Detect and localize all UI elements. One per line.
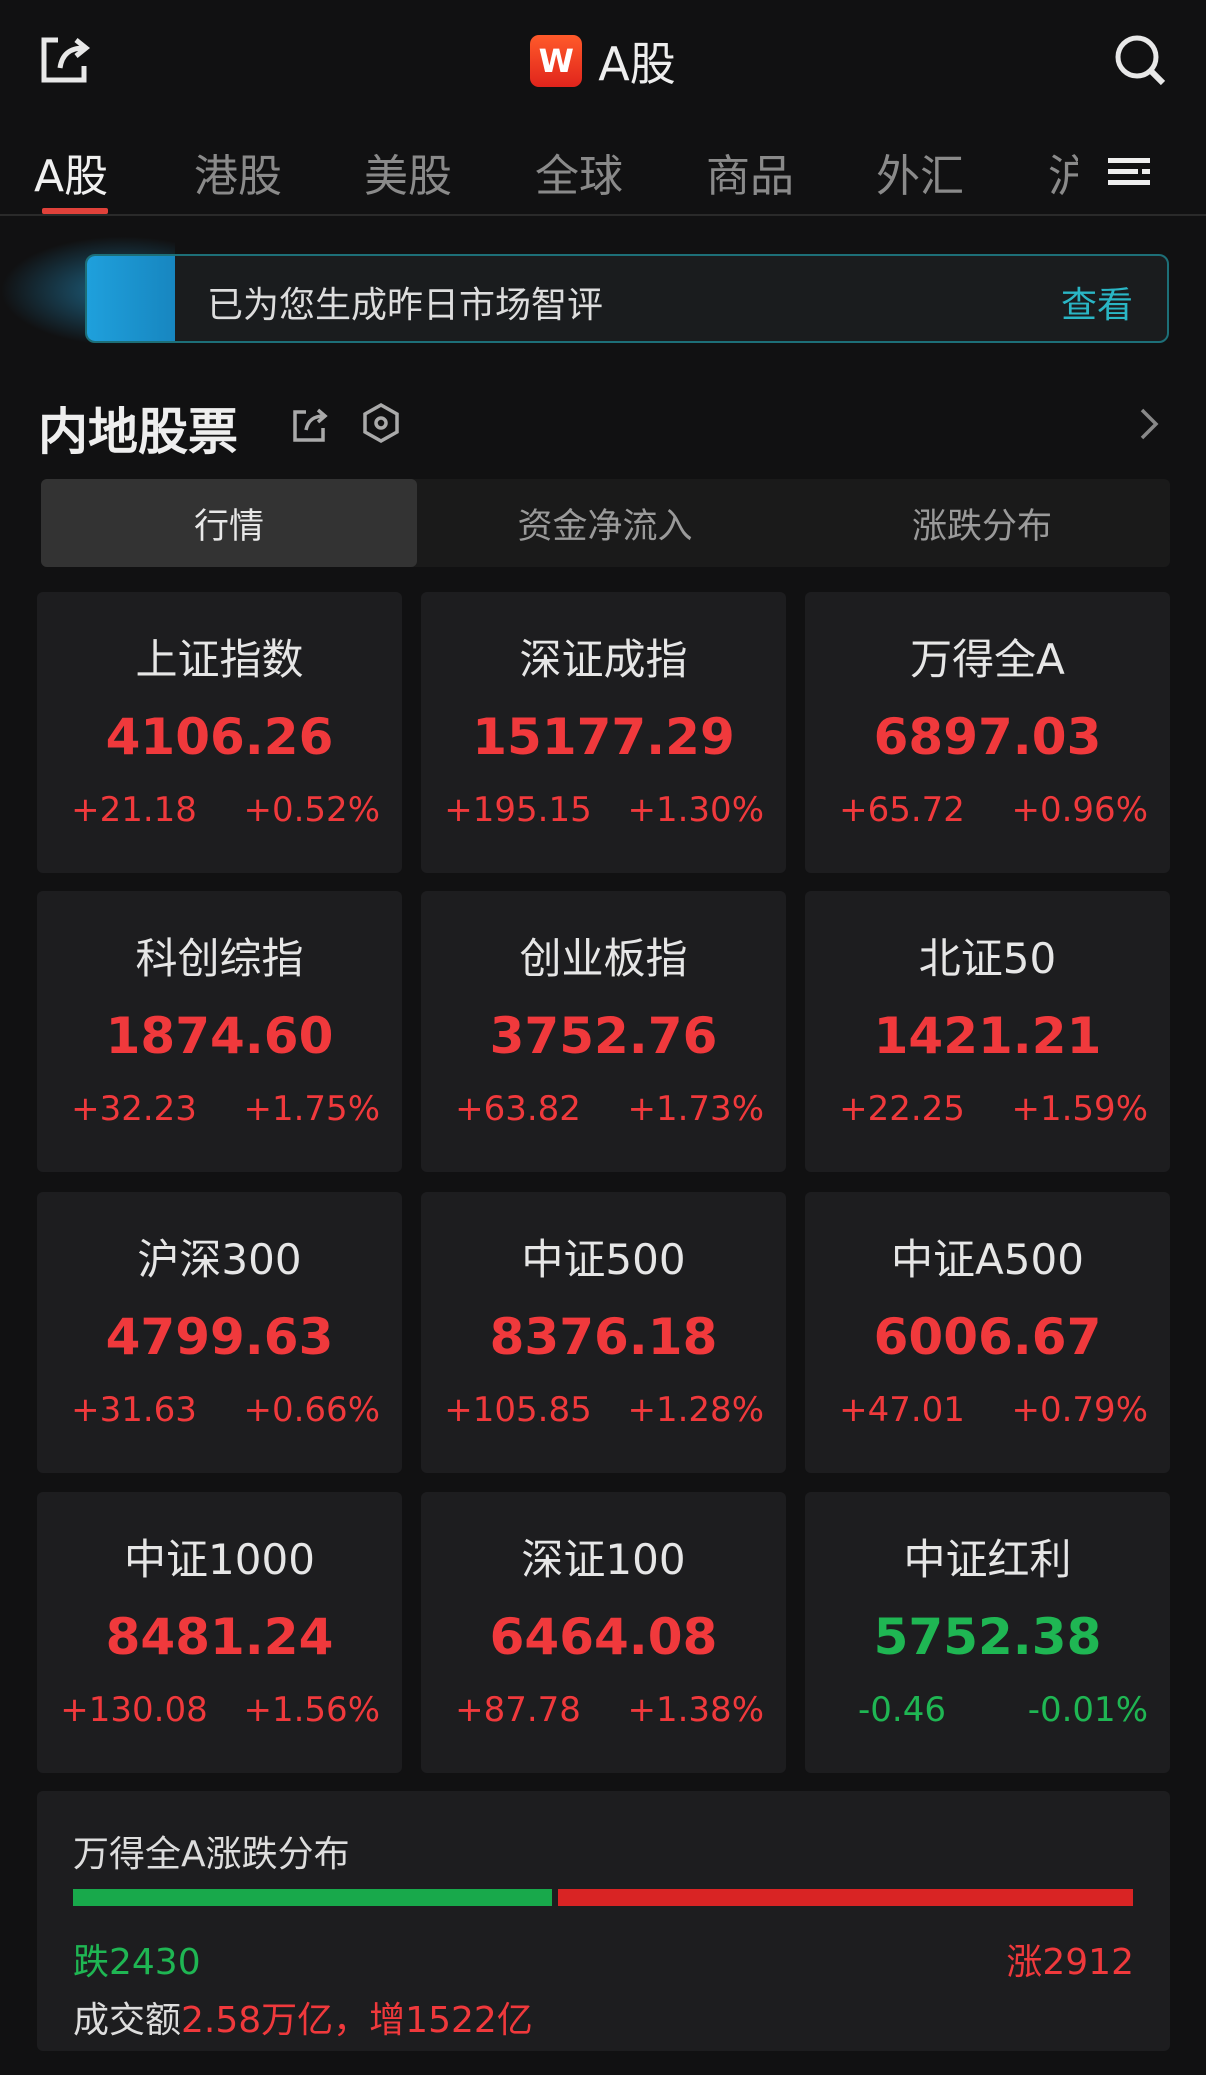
index-change: +65.72 — [839, 790, 965, 830]
view-button[interactable]: 查看 — [1060, 285, 1133, 326]
index-value: 8376.18 — [489, 1308, 718, 1366]
segmented-control: 行情 资金净流入 涨跌分布 — [41, 479, 1170, 567]
chevron-right-icon[interactable] — [1134, 404, 1164, 444]
index-change: +22.25 — [839, 1089, 965, 1129]
segment-quotes[interactable]: 行情 — [41, 479, 417, 567]
index-name: 科创综指 — [135, 934, 304, 983]
index-change-pct: +1.73% — [627, 1089, 765, 1129]
turnover: 成交额2.58万亿，增1522亿 — [73, 1991, 533, 2043]
index-change-pct: +1.28% — [627, 1390, 765, 1430]
tab-us[interactable]: 美股 — [364, 151, 452, 202]
index-name: 创业板指 — [519, 934, 688, 983]
index-value: 6464.08 — [489, 1608, 718, 1666]
index-change-pct: +1.38% — [627, 1690, 765, 1730]
segment-net-inflow[interactable]: 资金净流入 — [517, 506, 693, 547]
tab-a-shares[interactable]: A股 — [34, 151, 109, 202]
index-name: 中证A500 — [891, 1235, 1084, 1284]
share-icon[interactable] — [38, 32, 92, 86]
decline-bar — [73, 1889, 552, 1906]
index-change: +32.23 — [71, 1089, 197, 1129]
active-tab-indicator — [42, 208, 108, 214]
tab-forex[interactable]: 外汇 — [876, 151, 964, 202]
index-card[interactable]: 北证50 1421.21 +22.25 +1.59% — [805, 891, 1170, 1172]
index-change-pct: +0.79% — [1011, 1390, 1149, 1430]
app-logo: W — [530, 35, 583, 87]
index-value: 5752.38 — [873, 1608, 1102, 1666]
index-card[interactable]: 中证1000 8481.24 +130.08 +1.56% — [37, 1492, 402, 1773]
index-value: 1421.21 — [873, 1007, 1102, 1065]
index-value: 6006.67 — [873, 1308, 1102, 1366]
index-value: 1874.60 — [105, 1007, 334, 1065]
index-change: +195.15 — [444, 790, 592, 830]
title: W A股 — [0, 28, 1206, 94]
index-change: +63.82 — [455, 1089, 581, 1129]
section-title: 内地股票 — [38, 403, 238, 461]
ai-review-banner[interactable]: 已为您生成昨日市场智评 查看 — [85, 254, 1169, 343]
index-value: 8481.24 — [105, 1608, 334, 1666]
index-change-pct: -0.01% — [1027, 1690, 1148, 1730]
distribution-bar — [73, 1889, 1133, 1906]
distribution-title: 万得全A涨跌分布 — [73, 1834, 350, 1875]
index-name: 北证50 — [918, 934, 1057, 983]
index-name: 深证100 — [521, 1535, 686, 1584]
decline-count: 跌2430 — [73, 1942, 201, 1983]
index-change-pct: +1.75% — [243, 1089, 381, 1129]
index-change: -0.46 — [858, 1690, 946, 1730]
index-change: +31.63 — [71, 1390, 197, 1430]
index-card[interactable]: 深证成指 15177.29 +195.15 +1.30% — [421, 592, 786, 873]
menu-icon[interactable] — [1108, 152, 1152, 192]
page-title: A股 — [598, 37, 676, 91]
index-name: 中证500 — [521, 1235, 686, 1284]
market-tabs: A股 港股 美股 全球 商品 外汇 沪 — [0, 136, 1206, 216]
distribution-panel[interactable]: 万得全A涨跌分布 跌2430 涨2912 成交额2.58万亿，增1522亿 — [37, 1791, 1170, 2051]
banner-text: 已为您生成昨日市场智评 — [207, 285, 604, 326]
index-name: 上证指数 — [135, 635, 304, 684]
share-icon[interactable] — [290, 404, 330, 444]
index-change: +87.78 — [455, 1690, 581, 1730]
index-value: 4799.63 — [105, 1308, 334, 1366]
index-card[interactable]: 中证A500 6006.67 +47.01 +0.79% — [805, 1192, 1170, 1473]
index-change-pct: +0.96% — [1011, 790, 1149, 830]
tab-global[interactable]: 全球 — [535, 151, 623, 202]
index-change: +130.08 — [60, 1690, 208, 1730]
index-card[interactable]: 科创综指 1874.60 +32.23 +1.75% — [37, 891, 402, 1172]
index-card[interactable]: 上证指数 4106.26 +21.18 +0.52% — [37, 592, 402, 873]
index-change: +105.85 — [444, 1390, 592, 1430]
turnover-value: 2.58万亿，增1522亿 — [181, 2000, 533, 2041]
index-name: 沪深300 — [137, 1235, 302, 1284]
header: W A股 — [0, 0, 1206, 120]
advance-count: 涨2912 — [1006, 1942, 1134, 1983]
index-value: 3752.76 — [489, 1007, 718, 1065]
search-icon[interactable] — [1112, 32, 1168, 88]
index-change-pct: +1.59% — [1011, 1089, 1149, 1129]
banner-strip — [87, 256, 175, 341]
index-card[interactable]: 万得全A 6897.03 +65.72 +0.96% — [805, 592, 1170, 873]
settings-icon[interactable] — [360, 402, 402, 444]
advance-bar — [558, 1889, 1133, 1906]
index-name: 中证1000 — [124, 1535, 315, 1584]
turnover-label: 成交额 — [73, 2000, 182, 2041]
index-change-pct: +0.52% — [243, 790, 381, 830]
index-name: 深证成指 — [519, 635, 688, 684]
index-value: 6897.03 — [873, 708, 1102, 766]
tab-commodities[interactable]: 商品 — [706, 151, 794, 202]
index-change-pct: +0.66% — [243, 1390, 381, 1430]
index-value: 4106.26 — [105, 708, 334, 766]
segment-distribution[interactable]: 涨跌分布 — [911, 506, 1052, 547]
index-name: 中证红利 — [903, 1535, 1072, 1584]
index-change: +21.18 — [71, 790, 197, 830]
index-card[interactable]: 沪深300 4799.63 +31.63 +0.66% — [37, 1192, 402, 1473]
index-card[interactable]: 中证红利 5752.38 -0.46 -0.01% — [805, 1492, 1170, 1773]
index-change-pct: +1.56% — [243, 1690, 381, 1730]
index-name: 万得全A — [910, 635, 1065, 684]
index-change: +47.01 — [839, 1390, 965, 1430]
tab-hk[interactable]: 港股 — [194, 151, 282, 202]
index-change-pct: +1.30% — [627, 790, 765, 830]
index-card[interactable]: 深证100 6464.08 +87.78 +1.38% — [421, 1492, 786, 1773]
index-card[interactable]: 中证500 8376.18 +105.85 +1.28% — [421, 1192, 786, 1473]
index-card[interactable]: 创业板指 3752.76 +63.82 +1.73% — [421, 891, 786, 1172]
index-value: 15177.29 — [472, 708, 735, 766]
tab-more[interactable]: 沪 — [1048, 151, 1078, 202]
